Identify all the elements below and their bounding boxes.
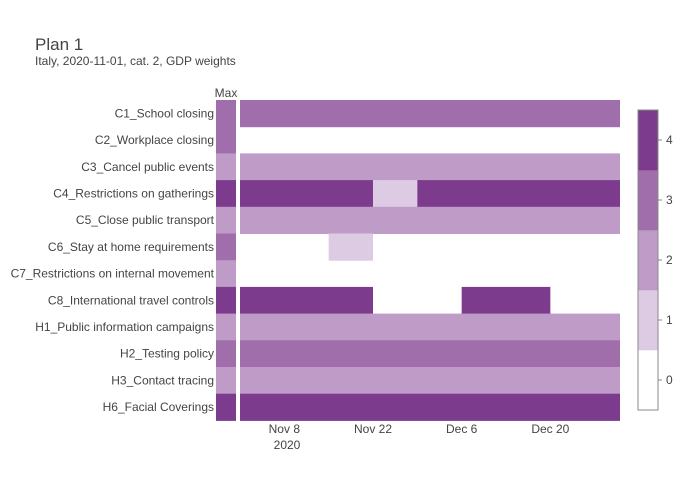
max-cell bbox=[216, 367, 236, 395]
colorbar-tick-label: 1 bbox=[666, 313, 673, 327]
heatmap-cell bbox=[461, 286, 551, 315]
x-tick-label: Dec 6 bbox=[446, 422, 478, 436]
colorbar-segment bbox=[638, 170, 658, 231]
colorbar-tick-label: 0 bbox=[666, 373, 673, 387]
x-tick-label: Nov 8 bbox=[269, 422, 301, 436]
heatmap-cell bbox=[240, 206, 620, 234]
max-column-label: Max bbox=[215, 86, 238, 100]
colorbar-tick-label: 3 bbox=[666, 193, 673, 207]
max-cell bbox=[216, 180, 236, 208]
heatmap-cell bbox=[417, 180, 620, 208]
heatmap-grid bbox=[240, 100, 620, 421]
max-cell bbox=[216, 313, 236, 341]
max-cell bbox=[216, 340, 236, 368]
colorbar-tick-label: 4 bbox=[666, 133, 673, 147]
max-cell bbox=[216, 206, 236, 234]
heatmap-cell bbox=[240, 340, 620, 368]
max-cell bbox=[216, 260, 236, 288]
row-label: C7_Restrictions on internal movement bbox=[11, 267, 215, 281]
heatmap-cell bbox=[240, 100, 620, 128]
heatmap-cell bbox=[240, 393, 620, 421]
x-tick-label: Dec 20 bbox=[531, 422, 569, 436]
row-label: C8_International travel controls bbox=[48, 293, 214, 307]
max-cell bbox=[216, 393, 236, 421]
max-column bbox=[216, 100, 236, 421]
max-cell bbox=[216, 100, 236, 128]
row-label: C1_School closing bbox=[115, 106, 214, 120]
heatmap-cell bbox=[373, 180, 418, 208]
x-axis: Nov 8 Nov 22 Dec 6 Dec 20 bbox=[269, 422, 570, 436]
heatmap-cell bbox=[240, 313, 620, 341]
max-cell bbox=[216, 233, 236, 261]
heatmap-cell bbox=[240, 180, 373, 208]
row-label: H3_Contact tracing bbox=[111, 373, 214, 387]
max-cell bbox=[216, 153, 236, 181]
row-label: H1_Public information campaigns bbox=[35, 320, 214, 334]
colorbar: 0 1 2 3 4 bbox=[637, 109, 673, 411]
heatmap-cell bbox=[240, 286, 373, 315]
max-cell bbox=[216, 126, 236, 154]
row-labels: C1_School closing C2_Workplace closing C3_… bbox=[11, 106, 215, 414]
x-tick-label: Nov 22 bbox=[354, 422, 392, 436]
row-label: C2_Workplace closing bbox=[95, 133, 214, 147]
colorbar-segment bbox=[638, 350, 658, 411]
row-label: H6_Facial Coverings bbox=[103, 400, 214, 414]
chart-title: Plan 1 bbox=[35, 35, 83, 54]
colorbar-segment bbox=[638, 110, 658, 171]
x-year-label: 2020 bbox=[274, 438, 301, 452]
colorbar-segment bbox=[638, 230, 658, 291]
colorbar-segment bbox=[638, 290, 658, 351]
heatmap-cell bbox=[240, 153, 620, 181]
row-label: H2_Testing policy bbox=[120, 347, 214, 361]
heatmap-cell bbox=[240, 367, 620, 395]
row-label: C3_Cancel public events bbox=[81, 160, 214, 174]
row-label: C4_Restrictions on gatherings bbox=[53, 186, 214, 200]
colorbar-tick-label: 2 bbox=[666, 253, 673, 267]
row-label: C6_Stay at home requirements bbox=[48, 240, 214, 254]
chart-subtitle: Italy, 2020-11-01, cat. 2, GDP weights bbox=[35, 54, 236, 68]
heatmap-cell bbox=[328, 233, 373, 261]
max-cell bbox=[216, 286, 236, 315]
row-label: C5_Close public transport bbox=[76, 213, 215, 227]
